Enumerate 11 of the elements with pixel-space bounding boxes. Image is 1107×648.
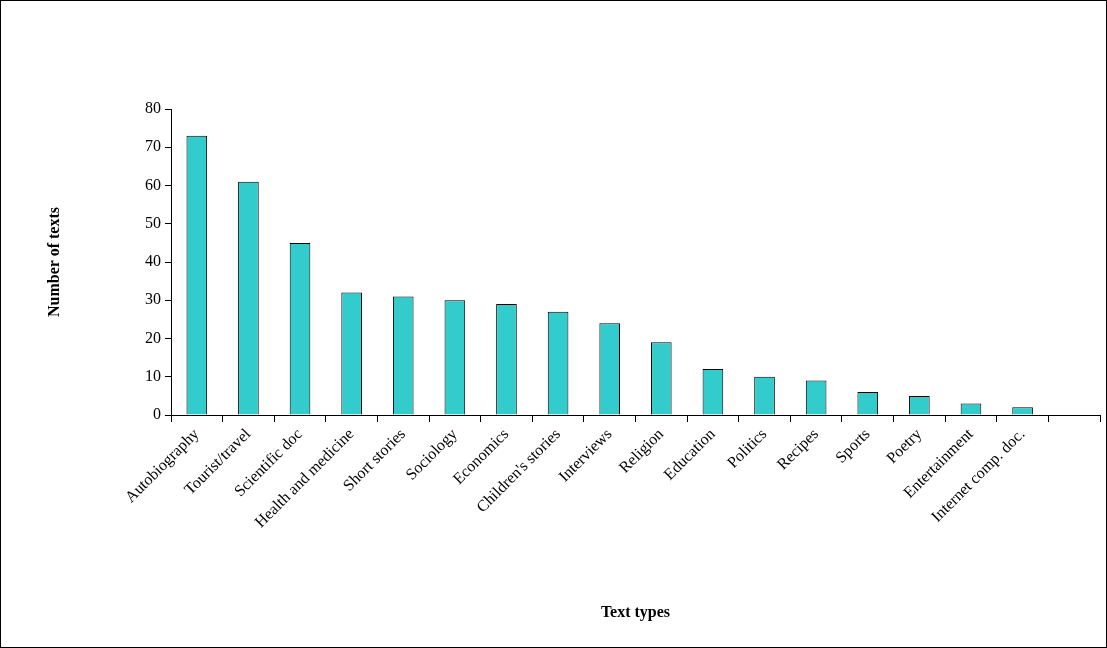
y-tick-label: 30	[145, 290, 161, 308]
y-tick-label: 10	[145, 366, 161, 384]
x-axis-title: Text types	[600, 602, 671, 621]
y-tick-label: 20	[145, 328, 161, 346]
y-tick-label: 80	[145, 99, 161, 117]
y-tick-label: 0	[153, 405, 161, 423]
y-tick-label: 40	[145, 252, 161, 270]
y-axis-title: Number of texts	[44, 207, 62, 317]
y-tick-label: 50	[145, 213, 161, 231]
y-tick-label: 70	[145, 137, 161, 155]
y-tick-label: 60	[145, 175, 161, 193]
